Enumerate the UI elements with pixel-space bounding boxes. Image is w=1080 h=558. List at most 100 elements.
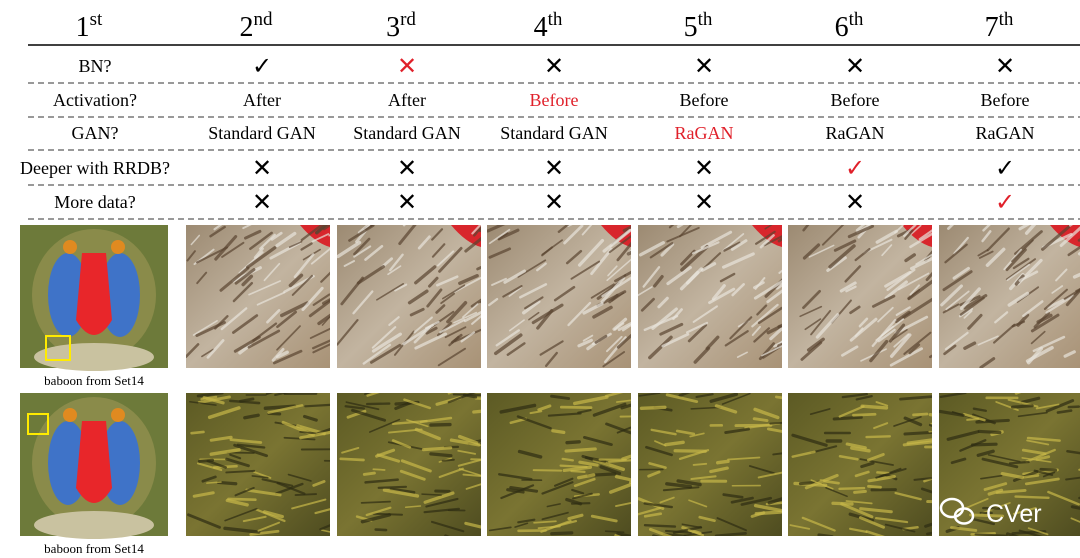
- fur-stroke: [849, 527, 868, 534]
- fur-stroke: [1005, 248, 1027, 272]
- header-number: 2: [240, 12, 254, 43]
- fur-stroke: [499, 403, 537, 414]
- fur-stroke: [692, 462, 708, 466]
- fur-stroke: [425, 326, 438, 335]
- fur-stroke: [772, 340, 782, 348]
- fur-stroke: [614, 270, 631, 283]
- fur-stroke: [423, 507, 460, 514]
- fur-stroke: [312, 479, 326, 487]
- fur-stroke: [407, 289, 429, 305]
- fur-stroke: [969, 513, 1005, 518]
- header-ordinal: th: [999, 9, 1014, 30]
- fur-stroke: [608, 234, 631, 254]
- result-patch: [788, 225, 932, 368]
- fur-stroke: [709, 466, 729, 474]
- fur-stroke: [751, 325, 761, 336]
- fur-stroke: [310, 247, 330, 265]
- fur-stroke: [809, 408, 831, 416]
- fur-stroke: [1008, 460, 1030, 465]
- fur-stroke: [271, 347, 285, 362]
- fur-stroke: [751, 303, 779, 328]
- fur-stroke: [724, 330, 749, 347]
- fur-stroke: [564, 447, 597, 453]
- fur-stroke: [414, 427, 441, 441]
- fur-stroke: [187, 513, 221, 529]
- fur-stroke: [855, 395, 873, 401]
- fur-stroke: [703, 252, 722, 270]
- fur-stroke: [764, 225, 773, 230]
- fur-stroke: [577, 338, 593, 348]
- fur-stroke: [344, 405, 366, 410]
- column-header: 7th: [985, 9, 1014, 43]
- fur-stroke: [541, 239, 563, 256]
- fur-stroke: [488, 526, 512, 532]
- fur-stroke: [550, 394, 571, 400]
- fur-stroke: [977, 429, 1002, 435]
- fur-stroke: [309, 327, 330, 339]
- fur-stroke: [577, 238, 605, 267]
- fur-stroke: [404, 505, 422, 509]
- fur-stroke: [678, 393, 691, 397]
- fur-stroke: [987, 454, 1021, 463]
- patch-bg: [337, 225, 481, 368]
- fur-stroke: [661, 332, 690, 348]
- fur-stroke: [577, 409, 592, 414]
- header-ordinal: nd: [254, 9, 274, 30]
- fur-stroke: [253, 247, 264, 259]
- fur-stroke: [903, 225, 917, 237]
- fur-stroke: [691, 241, 720, 255]
- fur-stroke: [959, 287, 981, 311]
- fur-stroke: [196, 462, 223, 472]
- fur-stroke: [457, 449, 477, 455]
- fur-stroke: [600, 276, 626, 304]
- fur-stroke: [672, 525, 702, 535]
- fur-stroke: [439, 319, 466, 334]
- fur-stroke: [975, 418, 1010, 424]
- fur-stroke: [470, 458, 481, 461]
- fur-stroke: [650, 428, 677, 436]
- fur-stroke: [909, 284, 921, 296]
- fur-stroke: [711, 284, 726, 301]
- fur-stroke: [659, 496, 675, 504]
- fur-stroke: [668, 225, 675, 229]
- fur-stroke: [616, 426, 631, 434]
- fur-stroke: [755, 230, 776, 245]
- fur-stroke: [436, 250, 455, 267]
- fur-stroke: [444, 534, 450, 536]
- fur-stroke: [300, 242, 313, 251]
- fur-stroke: [729, 316, 753, 340]
- cell: ✕: [544, 190, 564, 216]
- fur-stroke: [1000, 472, 1024, 480]
- fur-stroke: [494, 333, 523, 356]
- fur-stroke: [608, 482, 631, 494]
- fur-stroke: [500, 484, 535, 500]
- fur-stroke: [449, 438, 481, 447]
- fur-stroke: [657, 296, 669, 309]
- cell: ✕: [397, 54, 417, 80]
- fur-stroke: [458, 468, 481, 477]
- cell: RaGAN: [675, 123, 734, 143]
- fur-stroke: [249, 231, 273, 251]
- fur-stroke: [810, 445, 838, 454]
- fur-stroke: [206, 481, 222, 484]
- fur-stroke: [981, 457, 1019, 469]
- fur-stroke: [979, 357, 996, 368]
- fur-stroke: [1051, 285, 1064, 294]
- fur-stroke: [985, 247, 1006, 267]
- fur-stroke: [688, 499, 708, 508]
- fur-stroke: [419, 416, 453, 424]
- fur-stroke: [716, 459, 730, 465]
- fur-stroke: [522, 299, 541, 315]
- fur-stroke: [903, 430, 932, 436]
- fur-stroke: [772, 452, 782, 456]
- fur-stroke: [1055, 268, 1068, 282]
- fur-stroke: [578, 460, 599, 467]
- fur-stroke: [730, 239, 748, 251]
- cell: RaGAN: [976, 123, 1035, 143]
- fur-stroke: [539, 340, 564, 356]
- fur-stroke: [216, 480, 238, 486]
- fur-stroke: [977, 249, 989, 257]
- fur-stroke: [423, 491, 455, 504]
- fur-stroke: [1035, 403, 1060, 410]
